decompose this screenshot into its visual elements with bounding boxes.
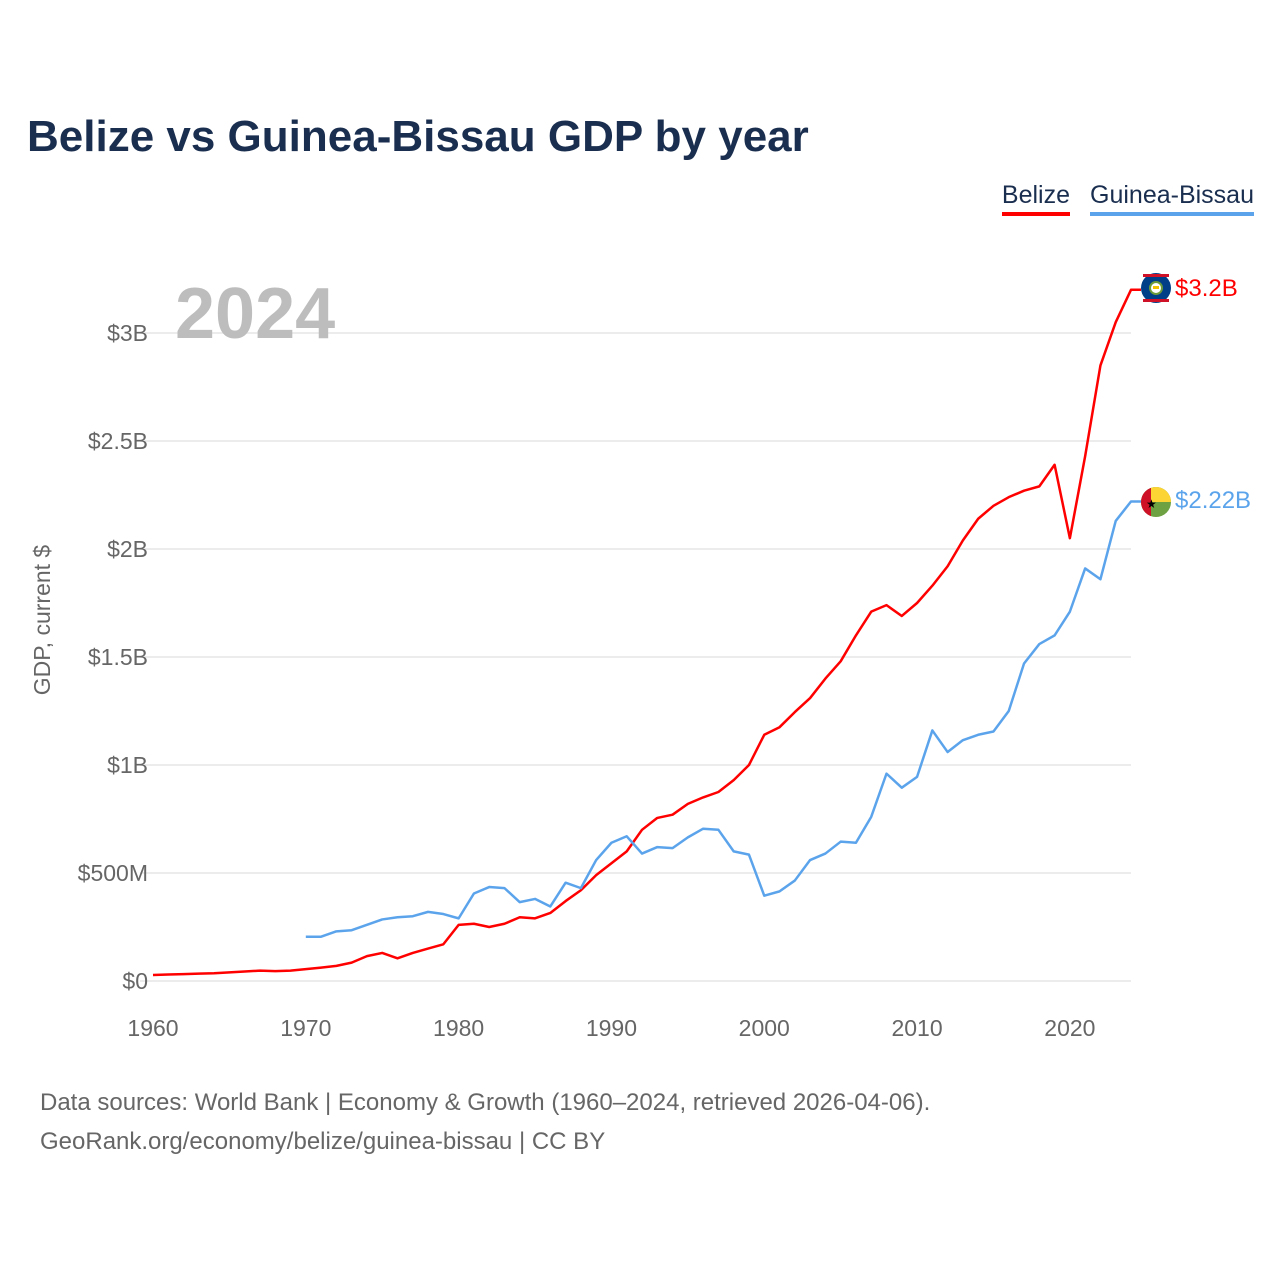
chart-title: Belize vs Guinea-Bissau GDP by year xyxy=(27,112,809,161)
guinea-bissau-end-label: $2.22B xyxy=(1175,487,1251,514)
source-note: Data sources: World Bank | Economy & Gro… xyxy=(40,1083,930,1161)
x-tick-label: 2000 xyxy=(739,1015,790,1041)
x-tick-label: 1960 xyxy=(127,1015,178,1041)
belize-flag-icon xyxy=(1141,273,1171,303)
year-watermark: 2024 xyxy=(175,274,335,354)
x-tick-label: 2010 xyxy=(891,1015,942,1041)
series-line-guinea-bissau xyxy=(305,500,1141,938)
guinea-bissau-flag-icon: ★ xyxy=(1141,487,1171,517)
source-line-2[interactable]: GeoRank.org/economy/belize/guinea-bissau… xyxy=(40,1128,606,1155)
legend-belize[interactable]: Belize xyxy=(1001,181,1071,216)
y-tick-label: $3B xyxy=(107,320,148,346)
source-line-1: Data sources: World Bank | Economy & Gro… xyxy=(40,1089,931,1116)
belize-end-label: $3.2B xyxy=(1175,275,1238,302)
y-axis-label: GDP, current $ xyxy=(29,545,55,696)
legend-guinea-bissau[interactable]: Guinea-Bissau xyxy=(1090,181,1254,216)
y-tick-label: $500M xyxy=(78,860,148,886)
y-tick-label: $2B xyxy=(107,536,148,562)
y-tick-label: $1.5B xyxy=(88,644,148,670)
y-tick-label: $0 xyxy=(122,968,148,994)
svg-text:★: ★ xyxy=(1146,497,1157,511)
y-tick-label: $2.5B xyxy=(88,428,148,454)
x-tick-label: 1990 xyxy=(586,1015,637,1041)
legend: Belize Guinea-Bissau xyxy=(1001,181,1254,216)
y-tick-label: $1B xyxy=(107,752,148,778)
series-line-belize xyxy=(152,288,1141,977)
x-tick-label: 1980 xyxy=(433,1015,484,1041)
x-tick-label: 2020 xyxy=(1044,1015,1095,1041)
x-tick-label: 1970 xyxy=(280,1015,331,1041)
